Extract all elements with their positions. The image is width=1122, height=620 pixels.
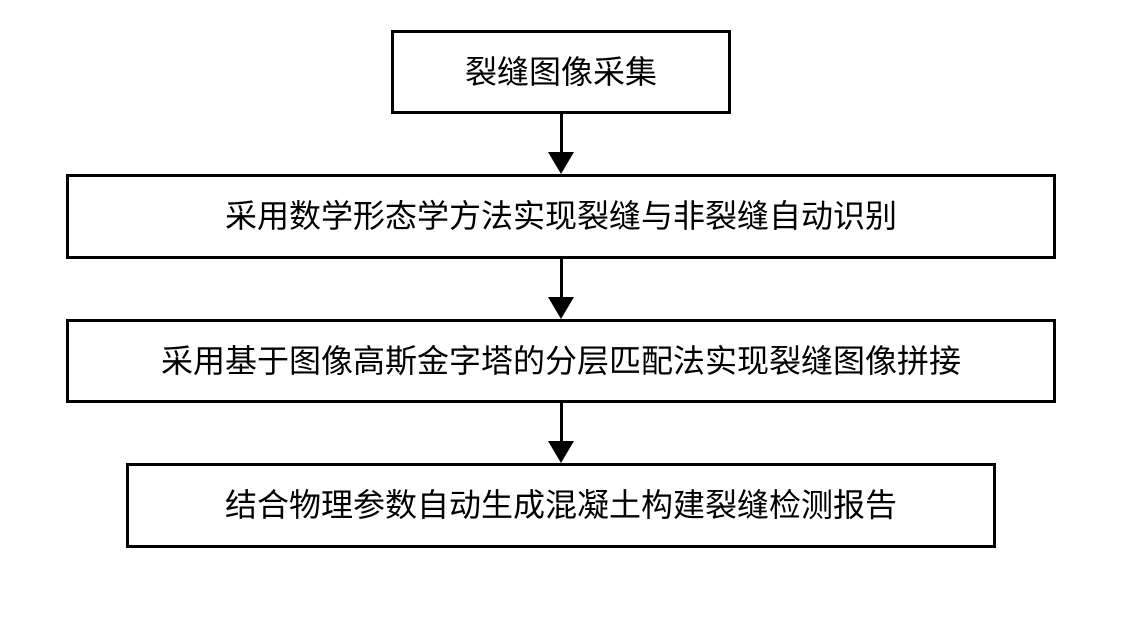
arrow-line xyxy=(560,259,563,297)
arrow-1-to-2 xyxy=(548,114,574,174)
step-3-label: 采用基于图像高斯金字塔的分层匹配法实现裂缝图像拼接 xyxy=(161,342,961,380)
arrow-2-to-3 xyxy=(548,259,574,319)
step-2-label: 采用数学形态学方法实现裂缝与非裂缝自动识别 xyxy=(225,197,897,235)
arrow-line xyxy=(560,114,563,152)
arrow-head-icon xyxy=(548,152,574,174)
arrow-3-to-4 xyxy=(548,403,574,463)
step-4-label: 结合物理参数自动生成混凝土构建裂缝检测报告 xyxy=(225,486,897,524)
arrow-head-icon xyxy=(548,297,574,319)
flowchart-step-4: 结合物理参数自动生成混凝土构建裂缝检测报告 xyxy=(126,463,996,547)
flowchart-step-3: 采用基于图像高斯金字塔的分层匹配法实现裂缝图像拼接 xyxy=(66,319,1056,403)
arrow-head-icon xyxy=(548,441,574,463)
flowchart-step-1: 裂缝图像采集 xyxy=(391,30,731,114)
arrow-line xyxy=(560,403,563,441)
flowchart-step-2: 采用数学形态学方法实现裂缝与非裂缝自动识别 xyxy=(66,174,1056,258)
step-1-label: 裂缝图像采集 xyxy=(465,53,657,91)
